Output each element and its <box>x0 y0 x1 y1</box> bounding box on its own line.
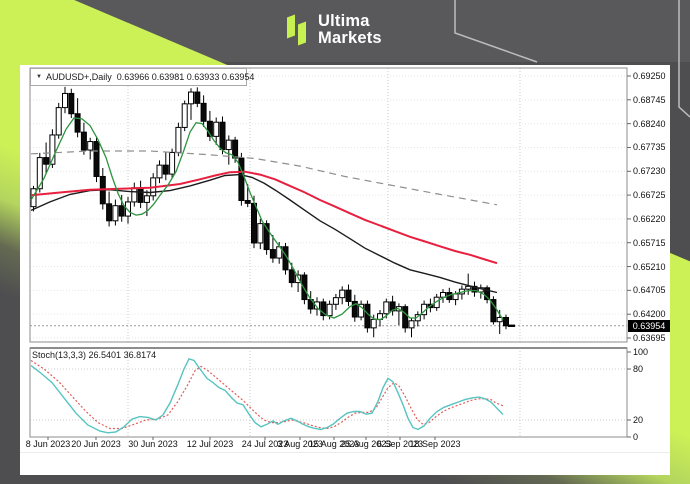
logo-wordmark: Ultima Markets <box>318 13 382 49</box>
logo-bar-right <box>298 21 306 46</box>
time-axis-label: 12 Jul 2023 <box>186 439 234 449</box>
price-axis-label: 0.67230 <box>633 166 666 177</box>
price-axis-label: 0.63695 <box>633 333 666 343</box>
chart-window: ▼ AUDUSD+,Daily 0.63966 0.63981 0.63933 … <box>20 65 670 475</box>
ultima-logo-icon <box>287 13 309 49</box>
price-axis-label: 0.64705 <box>633 285 666 296</box>
chevron-down-icon[interactable]: ▼ <box>36 74 42 80</box>
price-axis-label: 0.66725 <box>633 190 666 201</box>
time-axis-label: 30 Jun 2023 <box>128 439 178 449</box>
price-axis-label: 0.68240 <box>633 118 666 129</box>
logo-line2: Markets <box>318 29 382 47</box>
price-axis-label: 0.67735 <box>633 142 666 153</box>
logo-bar-left <box>287 14 295 39</box>
price-axis-label: 0.68745 <box>633 94 666 105</box>
stoch-axis-label: 100 <box>633 347 649 357</box>
time-axis-label: 20 Jun 2023 <box>71 439 121 449</box>
price-axis-label: 0.65210 <box>633 261 666 272</box>
current-price-badge: 0.63954 <box>628 319 670 332</box>
symbol-timeframe-label: AUDUSD+,Daily <box>45 72 112 82</box>
price-axis-label: 0.65715 <box>633 237 666 248</box>
stochastic-indicator-label: Stoch(13,3,3) 26.5401 36.8174 <box>32 350 157 360</box>
stoch-axis-label: 20 <box>633 415 644 425</box>
symbol-title-bar[interactable]: ▼ AUDUSD+,Daily 0.63966 0.63981 0.63933 … <box>30 68 254 86</box>
ultima-markets-logo: Ultima Markets <box>287 13 382 49</box>
stoch-axis-label: 0 <box>633 432 639 442</box>
price-chart-canvas[interactable] <box>20 65 670 475</box>
price-axis-label: 0.69250 <box>633 71 666 81</box>
time-axis-label: 18 Sep 2023 <box>409 439 461 449</box>
logo-line1: Ultima <box>318 12 370 30</box>
ohlc-values: 0.63966 0.63981 0.63933 0.63954 <box>116 72 255 82</box>
stoch-axis-label: 80 <box>633 364 644 374</box>
price-axis-label: 0.64200 <box>633 309 666 320</box>
panel-divider-line <box>20 452 670 453</box>
price-axis-label: 0.66220 <box>633 213 666 224</box>
